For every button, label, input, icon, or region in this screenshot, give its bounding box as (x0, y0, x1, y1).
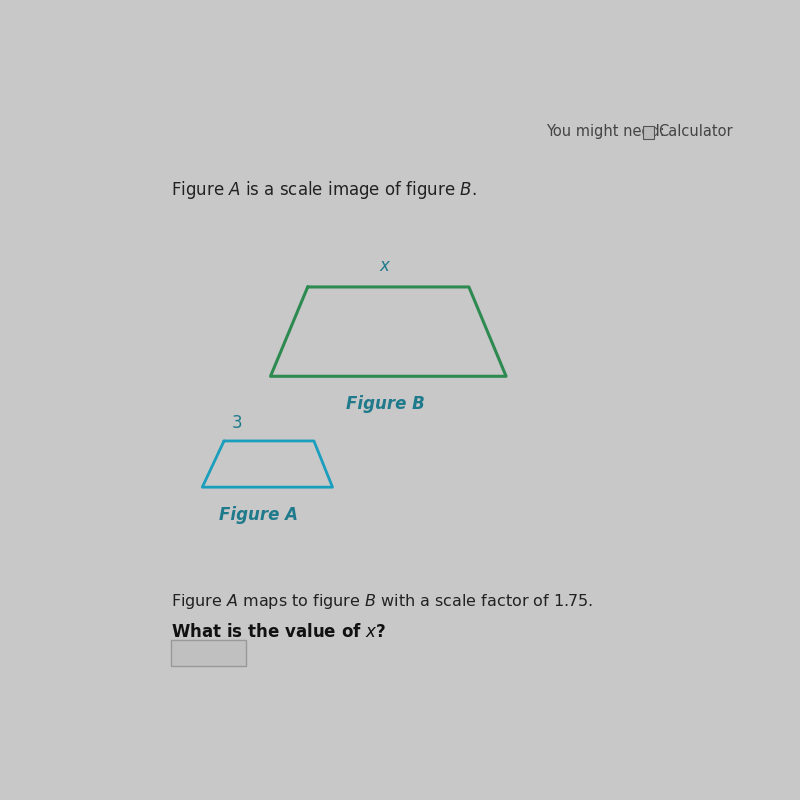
Text: Figure $A$ is a scale image of figure $B$.: Figure $A$ is a scale image of figure $B… (171, 179, 477, 201)
Text: What is the value of $x$?: What is the value of $x$? (171, 622, 386, 641)
Text: Calculator: Calculator (658, 124, 734, 138)
FancyBboxPatch shape (642, 126, 654, 139)
Text: $3$: $3$ (230, 414, 242, 432)
Text: Figure B: Figure B (346, 394, 425, 413)
Text: You might need:: You might need: (546, 124, 665, 138)
Text: Figure A: Figure A (218, 506, 298, 524)
Text: $x$: $x$ (379, 257, 391, 274)
Text: Figure $A$ maps to figure $B$ with a scale factor of 1.75.: Figure $A$ maps to figure $B$ with a sca… (171, 592, 594, 611)
FancyBboxPatch shape (171, 640, 246, 666)
